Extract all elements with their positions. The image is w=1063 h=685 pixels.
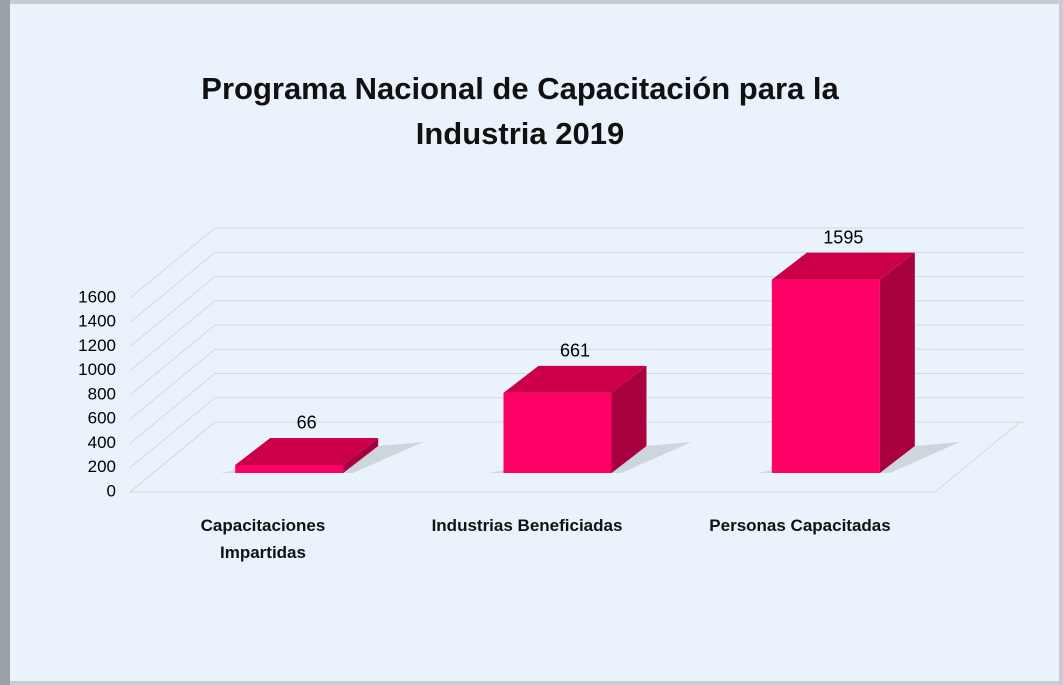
y-tick-label: 600: [88, 409, 116, 428]
grid-line: [129, 276, 1025, 347]
data-label: 661: [560, 341, 590, 361]
bar-side: [879, 252, 915, 473]
data-label: 66: [297, 413, 317, 433]
frame-edge: [0, 0, 10, 685]
grid-line: [129, 348, 1025, 420]
x-tick-label: Industrias Beneficiadas: [431, 516, 623, 535]
bar-front: [503, 392, 612, 473]
y-tick-label: 800: [88, 384, 116, 403]
x-tick-label: Personas Capacitadas: [709, 516, 891, 535]
grid-line: [129, 373, 1025, 444]
data-label: 1595: [823, 227, 863, 247]
bar-top: [771, 252, 915, 280]
grid-line: [129, 397, 1025, 469]
grid-line: [129, 421, 1025, 493]
bar-top: [503, 365, 647, 393]
bar-front: [771, 279, 880, 473]
y-tick-label: 1600: [78, 287, 116, 306]
y-tick-label: 0: [107, 481, 116, 500]
bar-side: [343, 437, 379, 473]
y-tick-label: 400: [88, 433, 116, 452]
bar-front: [235, 464, 344, 473]
y-tick-label: 200: [88, 457, 116, 476]
grid-line: [129, 324, 1025, 396]
grid-line: [129, 251, 1025, 323]
bar-top: [235, 437, 379, 465]
grid-line: [129, 227, 1025, 299]
y-tick-label: 1200: [78, 336, 116, 355]
grid-line: [129, 300, 1025, 372]
y-tick-label: 1400: [78, 312, 116, 331]
chart-title: Programa Nacional de Capacitación para l…: [201, 71, 839, 151]
bar-side: [611, 365, 647, 473]
y-tick-label: 1000: [78, 360, 116, 379]
x-tick-label: Capacitaciones Impartidas: [200, 516, 326, 562]
